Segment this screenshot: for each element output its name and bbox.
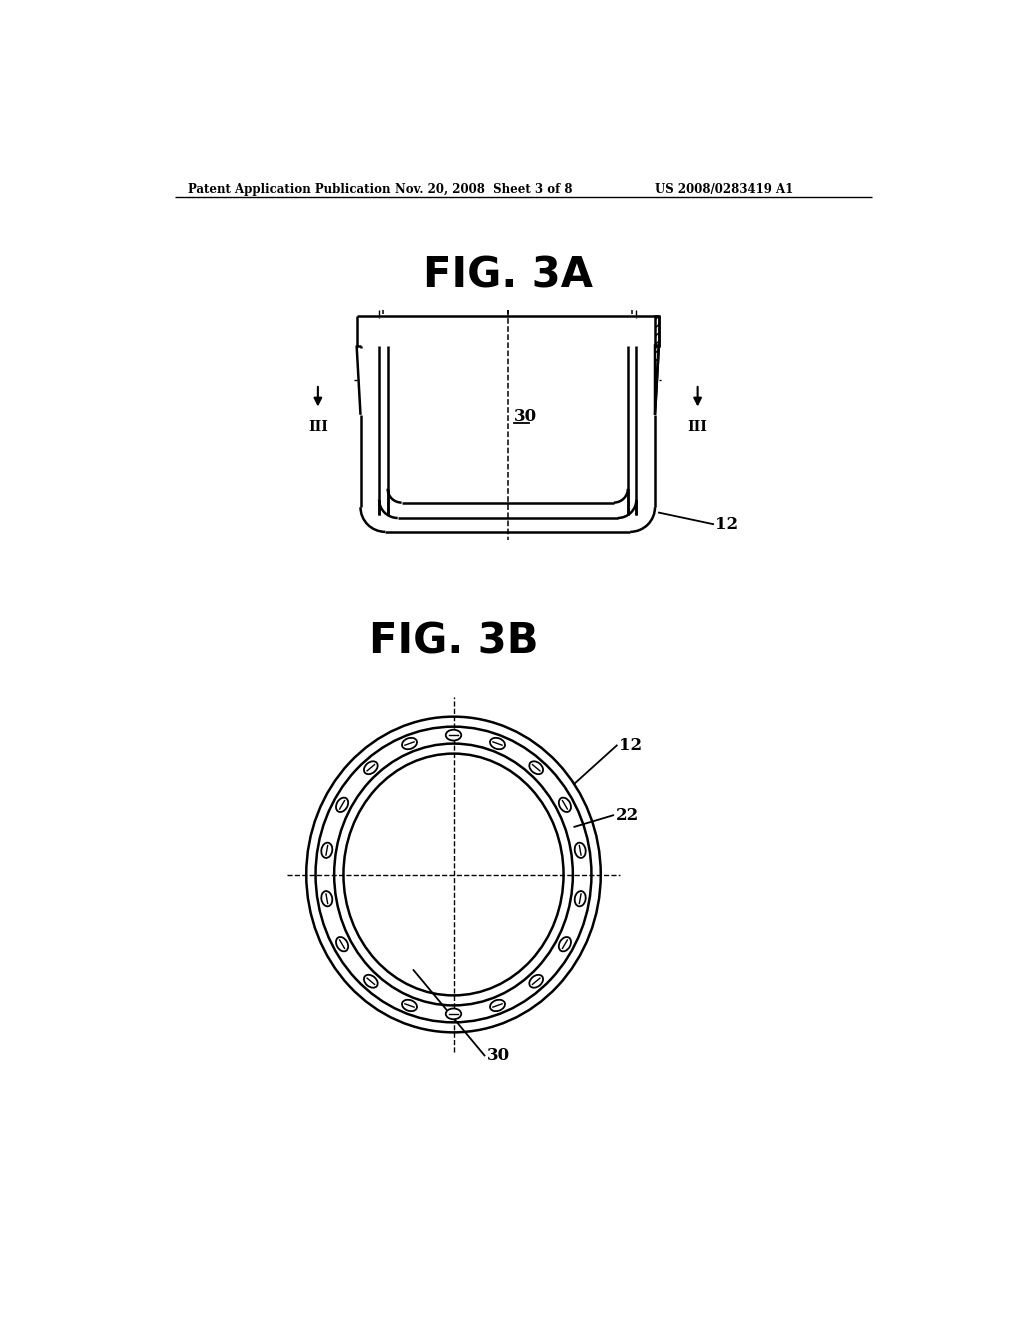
Ellipse shape [402, 738, 417, 750]
Ellipse shape [490, 999, 505, 1011]
Ellipse shape [559, 797, 571, 812]
Ellipse shape [490, 738, 505, 750]
Ellipse shape [322, 842, 333, 858]
Ellipse shape [364, 762, 378, 775]
Ellipse shape [364, 974, 378, 987]
Polygon shape [655, 346, 658, 414]
Ellipse shape [336, 797, 348, 812]
Ellipse shape [529, 762, 543, 775]
Text: 22: 22 [615, 807, 639, 824]
Text: 12: 12 [620, 737, 642, 754]
Text: Patent Application Publication: Patent Application Publication [188, 183, 391, 197]
Ellipse shape [574, 891, 586, 907]
Ellipse shape [559, 937, 571, 952]
Text: 30: 30 [514, 408, 537, 425]
Text: US 2008/0283419 A1: US 2008/0283419 A1 [655, 183, 794, 197]
Text: 12: 12 [716, 516, 738, 533]
Polygon shape [655, 317, 658, 346]
Ellipse shape [574, 842, 586, 858]
Ellipse shape [529, 974, 543, 987]
Text: III: III [308, 420, 328, 434]
Ellipse shape [445, 730, 461, 741]
Ellipse shape [336, 937, 348, 952]
Text: FIG. 3A: FIG. 3A [423, 255, 593, 297]
Text: FIG. 3B: FIG. 3B [369, 620, 539, 663]
Ellipse shape [322, 891, 333, 907]
Ellipse shape [402, 999, 417, 1011]
Ellipse shape [445, 1008, 461, 1019]
Text: III: III [688, 420, 708, 434]
Text: 30: 30 [486, 1047, 510, 1064]
Text: Nov. 20, 2008  Sheet 3 of 8: Nov. 20, 2008 Sheet 3 of 8 [395, 183, 572, 197]
